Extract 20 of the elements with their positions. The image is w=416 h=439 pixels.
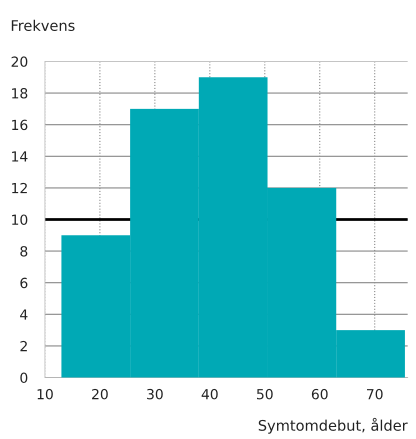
- y-tick-label: 12: [12, 182, 27, 194]
- x-tick-label: 60: [312, 388, 328, 400]
- y-tick-label: 10: [12, 214, 28, 225]
- y-tick-label: 8: [20, 246, 28, 257]
- y-tick-label: 18: [12, 88, 28, 99]
- x-tick-label: 70: [367, 388, 383, 400]
- x-tick-label: 20: [92, 388, 108, 400]
- y-tick-label: 4: [20, 309, 28, 320]
- y-tick-label: 2: [20, 340, 27, 352]
- x-tick-label: 50: [257, 388, 273, 400]
- y-tick-label: 6: [20, 278, 28, 288]
- y-tick-label: 20: [12, 56, 28, 67]
- x-axis-title: Symtomdebut, ålder: [258, 418, 408, 434]
- y-axis-title: Frekvens: [12, 20, 75, 32]
- x-tick-label: 10: [38, 388, 53, 400]
- y-tick-label: 16: [12, 120, 28, 130]
- x-tick-label: 40: [202, 388, 218, 400]
- y-tick-label: 0: [20, 372, 28, 384]
- y-tick-label: 14: [12, 151, 28, 162]
- x-tick-label: 30: [147, 388, 163, 400]
